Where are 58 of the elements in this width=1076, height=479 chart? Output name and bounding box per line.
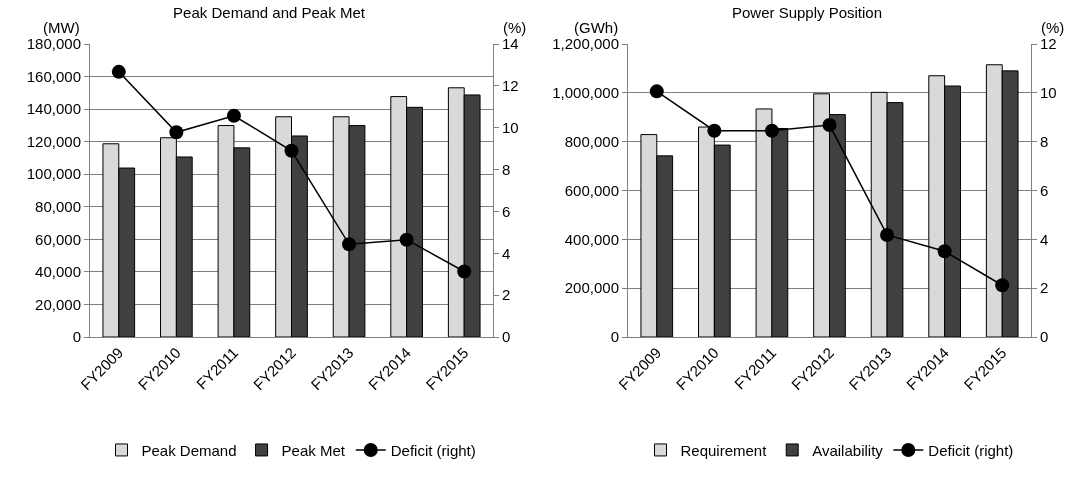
y2-tick-label: 4: [1040, 230, 1049, 248]
y2-tick-label: 6: [502, 202, 511, 220]
y2-tick-label: 0: [1040, 328, 1049, 346]
y-tick-label: 1,200,000: [552, 35, 619, 53]
point: [457, 264, 472, 279]
point: [764, 123, 779, 138]
chart-title: Peak Demand and Peak Met: [173, 3, 366, 21]
y2-axis-title: (%): [503, 19, 527, 36]
point: [649, 84, 664, 99]
y-tick-label: 800,000: [564, 132, 619, 150]
point: [399, 232, 414, 247]
y-axis-title: (MW): [43, 19, 80, 36]
y2-tick-label: 4: [502, 244, 511, 262]
legend-label: Availability: [812, 441, 884, 459]
y-tick-label: 160,000: [26, 67, 81, 85]
legend-label: Deficit (right): [928, 441, 1014, 459]
y2-tick-label: 14: [502, 35, 519, 53]
point: [342, 237, 357, 252]
y-tick-label: 180,000: [26, 35, 81, 53]
point: [937, 244, 952, 259]
y2-tick-label: 12: [502, 77, 519, 95]
y-tick-label: 600,000: [564, 181, 619, 199]
y-tick-label: 80,000: [35, 198, 81, 216]
legend-label: Deficit (right): [390, 441, 476, 459]
y2-tick-label: 2: [502, 286, 511, 304]
y-tick-label: 0: [72, 328, 81, 346]
legend-label: Peak Demand: [141, 441, 237, 459]
y2-tick-label: 0: [502, 328, 511, 346]
chart-title: Power Supply Position: [731, 3, 883, 21]
point: [284, 143, 299, 158]
point: [822, 118, 837, 133]
y-tick-label: 120,000: [26, 132, 81, 150]
point: [111, 64, 126, 79]
y2-tick-label: 10: [1040, 84, 1057, 102]
y2-axis-title: (%): [1041, 19, 1065, 36]
point: [995, 278, 1010, 293]
y2-tick-label: 2: [1040, 279, 1049, 297]
y2-tick-label: 12: [1040, 35, 1057, 53]
y-tick-label: 40,000: [35, 263, 81, 281]
legend-label: Peak Met: [281, 441, 346, 459]
y-tick-label: 20,000: [35, 295, 81, 313]
y-tick-label: 100,000: [26, 165, 81, 183]
legend-label: Requirement: [680, 441, 768, 459]
y-tick-label: 400,000: [564, 230, 619, 248]
y2-tick-label: 8: [1040, 132, 1049, 150]
y-tick-label: 200,000: [564, 279, 619, 297]
point: [707, 123, 722, 138]
y2-tick-label: 8: [502, 160, 511, 178]
point: [226, 108, 241, 123]
y2-tick-label: 10: [502, 118, 519, 136]
y-tick-label: 60,000: [35, 230, 81, 248]
y-tick-label: 1,000,000: [552, 84, 619, 102]
y-axis-title: (GWh): [574, 19, 619, 36]
point: [169, 125, 184, 140]
point: [880, 227, 895, 242]
y-tick-label: 140,000: [26, 100, 81, 118]
y-tick-label: 0: [610, 328, 619, 346]
y2-tick-label: 6: [1040, 181, 1049, 199]
